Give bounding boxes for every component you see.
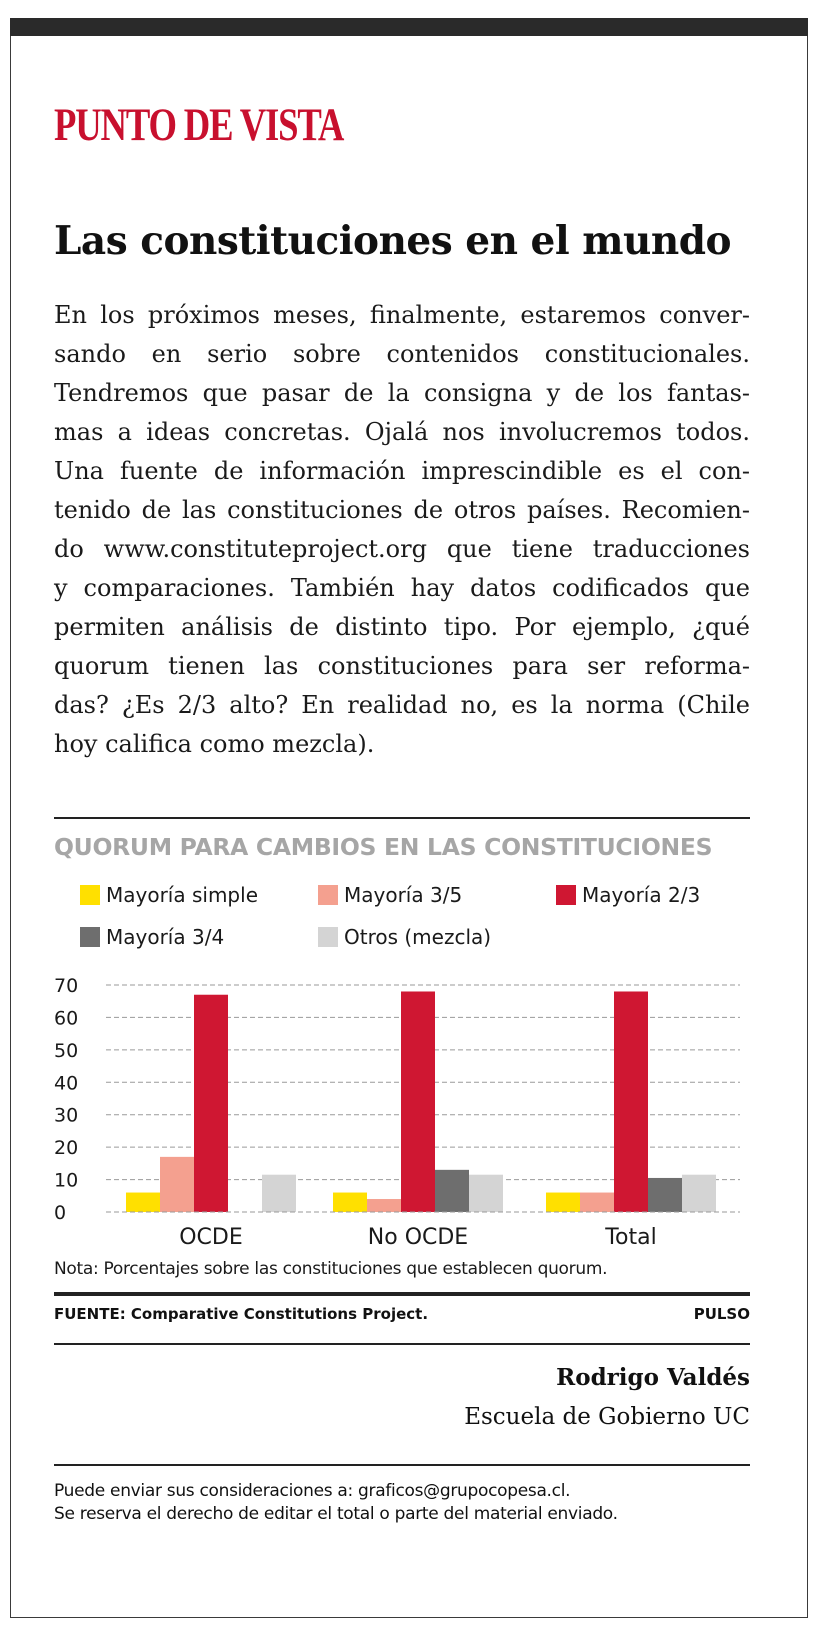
legend-swatch <box>80 885 100 905</box>
legend-swatch <box>80 927 100 947</box>
bar <box>126 1192 160 1212</box>
legend-item: Mayoría simple <box>80 883 258 907</box>
body-line: tenido de las constituciones de otros pa… <box>54 496 750 524</box>
bar <box>194 994 228 1212</box>
author-name: Rodrigo Valdés <box>556 1364 750 1391</box>
footer-line: Puede enviar sus consideraciones a: graf… <box>54 1481 571 1501</box>
article-headline: Las constituciones en el mundo <box>54 218 731 264</box>
y-tick-label: 60 <box>54 1007 78 1029</box>
legend-item: Mayoría 3/5 <box>318 883 462 907</box>
legend-label: Mayoría 2/3 <box>582 883 701 907</box>
body-line: mas a ideas concretas. Ojalá nos involuc… <box>54 418 750 446</box>
legend-label: Mayoría 3/5 <box>344 883 463 907</box>
body-line: quorum tienen las constituciones para se… <box>54 652 750 680</box>
y-tick-label: 40 <box>54 1072 78 1094</box>
legend-item: Otros (mezcla) <box>318 925 491 949</box>
bar <box>580 1192 614 1212</box>
legend-label: Mayoría simple <box>106 883 258 907</box>
bar-chart: 0 10 20 30 40 50 60 70 OCDE No OCDE Total <box>54 975 740 1250</box>
body-line: sando en serio sobre contenidos constitu… <box>54 340 750 368</box>
x-tick-label: OCDE <box>179 1225 243 1250</box>
top-bar <box>10 18 808 36</box>
brand-credit: PULSO <box>693 1305 750 1323</box>
chart-note: Nota: Porcentajes sobre las constitucion… <box>54 1259 608 1279</box>
chart-bottom-rule <box>54 1292 750 1296</box>
body-line: Una fuente de información imprescindible… <box>54 457 750 485</box>
bar <box>262 1174 296 1212</box>
body-line: das? ¿Es 2/3 alto? En realidad no, es la… <box>54 691 750 719</box>
body-line: hoy califica como mezcla). <box>54 730 375 758</box>
bar <box>401 991 435 1212</box>
bar <box>367 1199 401 1212</box>
y-tick-label: 10 <box>54 1170 78 1192</box>
y-tick-label: 0 <box>54 1202 66 1224</box>
chart-top-rule <box>54 817 750 819</box>
bar <box>435 1169 469 1212</box>
x-tick-label: Total <box>604 1225 656 1250</box>
body-line: Tendremos que pasar de la consigna y de … <box>54 379 750 407</box>
bar <box>160 1156 194 1212</box>
legend-label: Mayoría 3/4 <box>106 925 225 949</box>
body-line: do www.constituteproject.org que tiene t… <box>54 535 750 563</box>
legend-item: Mayoría 3/4 <box>80 925 224 949</box>
bar <box>333 1192 367 1212</box>
y-tick-label: 70 <box>54 975 78 997</box>
bar <box>648 1177 682 1212</box>
body-line: En los próximos meses, finalmente, estar… <box>54 301 750 329</box>
author-affiliation: Escuela de Gobierno UC <box>464 1404 750 1430</box>
footer-notice: Puede enviar sus consideraciones a: graf… <box>54 1480 618 1526</box>
bar <box>469 1174 503 1212</box>
footer-line: Se reserva el derecho de editar el total… <box>54 1504 618 1524</box>
bar <box>682 1174 716 1212</box>
legend-item: Mayoría 2/3 <box>556 883 700 907</box>
x-tick-label: No OCDE <box>368 1225 468 1250</box>
body-line: permiten análisis de distinto tipo. Por … <box>54 613 750 641</box>
source-credit: FUENTE: Comparative Constitutions Projec… <box>54 1305 429 1323</box>
legend-swatch <box>318 927 338 947</box>
article-body: En los próximos meses, finalmente, estar… <box>54 296 750 764</box>
section-kicker: PUNTO DE VISTA <box>54 99 344 151</box>
chart-title: QUORUM PARA CAMBIOS EN LAS CONSTITUCIONE… <box>54 833 713 861</box>
bar <box>614 991 648 1212</box>
y-tick-label: 30 <box>54 1105 78 1127</box>
legend-swatch <box>556 885 576 905</box>
y-tick-label: 20 <box>54 1137 78 1159</box>
legend-swatch <box>318 885 338 905</box>
legend-label: Otros (mezcla) <box>344 925 492 949</box>
body-line: y comparaciones. También hay datos codif… <box>54 574 750 602</box>
y-tick-label: 50 <box>54 1040 78 1062</box>
footer-rule <box>54 1464 750 1466</box>
bar <box>546 1192 580 1212</box>
credits-rule <box>54 1343 750 1345</box>
